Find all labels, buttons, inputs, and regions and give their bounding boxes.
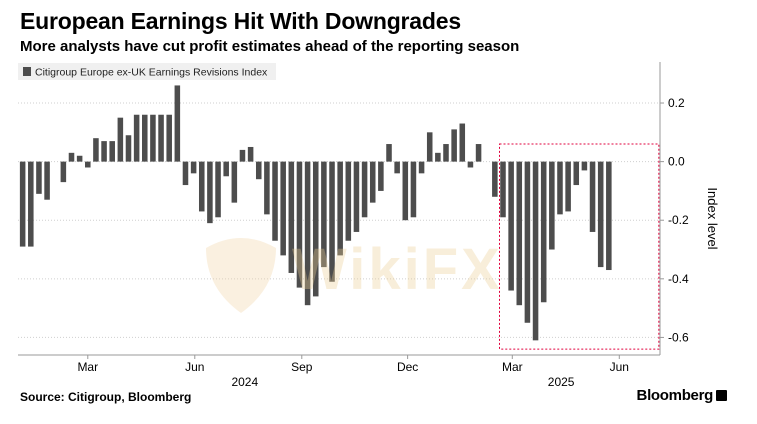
- brand-mark-icon: [716, 390, 727, 401]
- y-axis: 0.2 0.0 -0.2 -0.4 -0.6: [660, 96, 689, 344]
- x-tick-label: Sep: [291, 360, 313, 374]
- bar: [133, 114, 140, 162]
- bar: [85, 161, 91, 168]
- bar: [337, 161, 343, 256]
- y-tick-label: 0.0: [668, 155, 685, 169]
- bar: [264, 161, 270, 215]
- x-tick-label: Mar: [77, 360, 98, 374]
- bar: [76, 155, 83, 162]
- bar: [288, 161, 295, 273]
- y-tick-label: -0.4: [668, 272, 689, 286]
- bar: [467, 161, 474, 168]
- bar: [549, 161, 555, 250]
- bar: [500, 161, 506, 218]
- legend-background: [18, 63, 276, 80]
- chart-subtitle: More analysts have cut profit estimates …: [20, 38, 520, 55]
- highlight-box: [499, 143, 660, 350]
- bar: [369, 161, 376, 203]
- bar: [353, 161, 360, 232]
- bar: [272, 161, 278, 241]
- bar: [532, 161, 539, 341]
- bar: [418, 161, 425, 174]
- bar: [459, 123, 466, 162]
- bar: [475, 144, 482, 162]
- bar: [321, 161, 327, 268]
- bar: [125, 135, 132, 162]
- brand-logo: Bloomberg: [636, 387, 714, 404]
- bar: [361, 161, 368, 218]
- bar: [109, 141, 115, 162]
- x-tick-label: Jun: [185, 360, 204, 374]
- bar: [142, 114, 148, 162]
- bar: [182, 161, 189, 186]
- bar: [402, 161, 409, 221]
- bar: [198, 161, 205, 212]
- bar: [345, 161, 352, 241]
- x-tick-label: Dec: [397, 360, 418, 374]
- bar: [378, 161, 384, 191]
- y-tick-label: -0.2: [668, 213, 689, 227]
- y-axis-label: Index level: [705, 187, 720, 249]
- source-note: Source: Citigroup, Bloomberg: [20, 390, 192, 404]
- bar: [93, 138, 99, 162]
- bar: [68, 152, 75, 162]
- x-tick-label: Mar: [502, 360, 523, 374]
- bar: [36, 161, 42, 194]
- bar: [44, 161, 50, 200]
- bar: [190, 161, 197, 174]
- bar: [255, 161, 262, 180]
- bar: [215, 161, 221, 218]
- bar: [296, 161, 303, 288]
- bar: [207, 161, 213, 224]
- bar: [443, 144, 449, 162]
- bar: [117, 117, 124, 162]
- bar: [386, 144, 392, 162]
- bar: [174, 85, 181, 162]
- bar: [516, 161, 523, 306]
- bar: [573, 161, 580, 186]
- bar: [589, 161, 596, 232]
- bar: [606, 161, 612, 271]
- bar: [312, 161, 319, 297]
- bar: [426, 132, 433, 162]
- bar: [435, 152, 441, 162]
- bar: [239, 149, 246, 162]
- chart-title: European Earnings Hit With Downgrades: [20, 8, 461, 34]
- bar: [19, 161, 26, 247]
- bar: [451, 129, 457, 162]
- bar: [410, 161, 417, 218]
- bar: [247, 146, 254, 162]
- bar: [28, 161, 34, 247]
- bar: [394, 161, 400, 174]
- x-tick-label: Jun: [610, 360, 629, 374]
- bar: [597, 161, 604, 268]
- bar: [540, 161, 547, 303]
- legend: Citigroup Europe ex-UK Earnings Revision…: [18, 63, 276, 80]
- legend-label: Citigroup Europe ex-UK Earnings Revision…: [35, 67, 268, 79]
- bar: [557, 161, 563, 215]
- legend-swatch: [23, 67, 31, 76]
- bar-series: [19, 85, 612, 341]
- bar: [508, 161, 514, 291]
- bar: [565, 161, 571, 212]
- x-year-label: 2025: [548, 375, 575, 389]
- bar: [581, 161, 588, 171]
- x-axis: Mar Jun Sep Dec Mar Jun 2024 2025: [77, 355, 629, 389]
- bar: [492, 161, 498, 197]
- bar: [223, 161, 229, 177]
- bar: [304, 161, 311, 306]
- bar: [150, 114, 156, 162]
- y-tick-label: -0.6: [668, 330, 689, 344]
- x-year-label: 2024: [231, 375, 258, 389]
- bar: [158, 114, 164, 162]
- bar: [231, 161, 238, 203]
- bar: [329, 161, 335, 282]
- bar: [524, 161, 531, 323]
- bar: [101, 141, 107, 162]
- bar: [60, 161, 67, 183]
- bar: [280, 161, 286, 256]
- y-tick-label: 0.2: [668, 96, 685, 110]
- bar: [166, 114, 172, 162]
